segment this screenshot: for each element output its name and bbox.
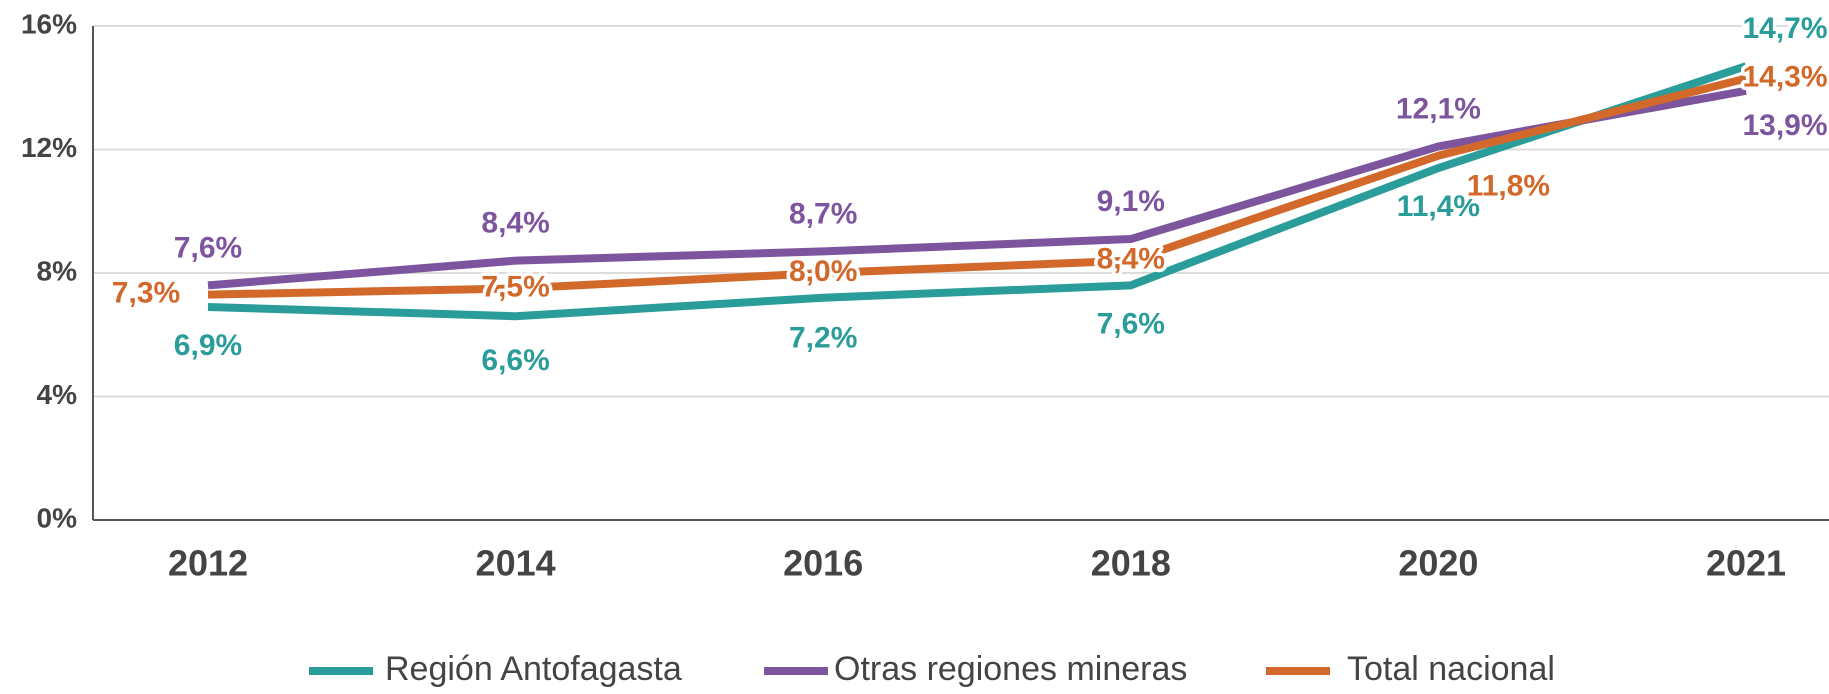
data-label: 8,4%	[481, 207, 549, 240]
legend-label: Otras regiones mineras	[834, 650, 1187, 688]
data-label: 11,8%	[1467, 170, 1550, 203]
data-label: 11,4%	[1397, 190, 1480, 223]
y-tick-label: 16%	[21, 8, 77, 39]
data-label: 8,7%	[789, 197, 857, 230]
y-tick-label: 4%	[37, 379, 78, 410]
series-line	[207, 86, 1747, 290]
x-tick-label: 2014	[476, 543, 556, 584]
data-label: 7,6%	[174, 231, 242, 264]
x-tick-label: 2021	[1706, 543, 1786, 584]
y-tick-label: 8%	[37, 255, 78, 286]
data-label: 7,2%	[789, 322, 857, 355]
data-label: 7,6%	[1097, 307, 1165, 340]
legend-label: Total nacional	[1347, 650, 1555, 688]
x-tick-label: 2016	[783, 543, 863, 584]
series-line	[207, 74, 1747, 299]
x-tick-label: 2018	[1091, 543, 1171, 584]
y-tick-label: 12%	[21, 132, 77, 163]
data-label: 14,3%	[1742, 60, 1827, 93]
data-label: 7,5%	[481, 270, 549, 303]
data-label: 7,3%	[112, 277, 180, 310]
series-line	[207, 62, 1748, 321]
data-label: 9,1%	[1097, 185, 1165, 218]
data-label: 13,9%	[1742, 109, 1827, 142]
data-label: 8,0%	[789, 255, 857, 288]
legend-label: Región Antofagasta	[385, 650, 682, 688]
x-tick-label: 2012	[168, 543, 248, 584]
x-tick-label: 2020	[1398, 543, 1478, 584]
data-label: 8,4%	[1097, 243, 1165, 276]
y-tick-label: 0%	[37, 502, 78, 533]
data-label: 6,9%	[174, 329, 242, 362]
data-label: 6,6%	[481, 344, 549, 377]
data-label: 12,1%	[1396, 92, 1481, 125]
data-label: 14,7%	[1742, 12, 1827, 45]
